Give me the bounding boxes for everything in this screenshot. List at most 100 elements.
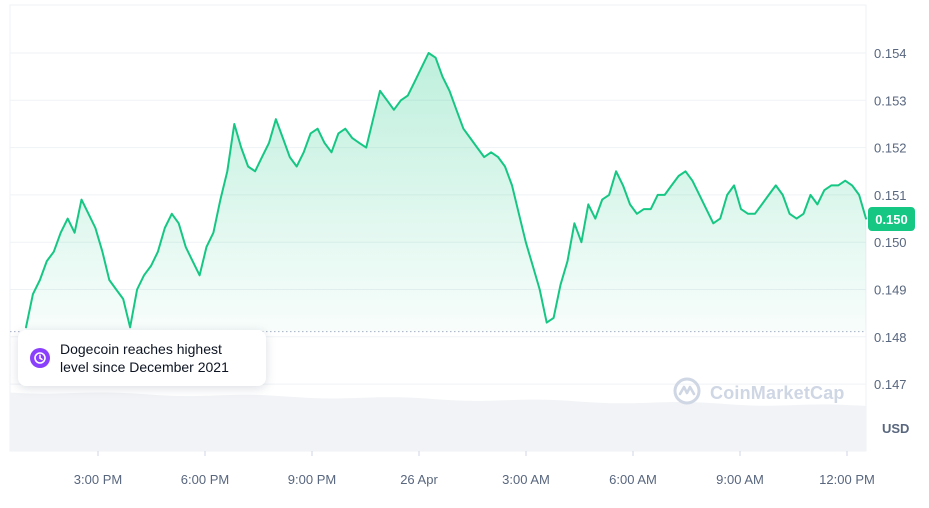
price-point — [192, 260, 194, 262]
price-point — [740, 208, 742, 210]
price-point — [282, 137, 284, 139]
price-line-group — [25, 52, 867, 329]
event-annotation[interactable]: Dogecoin reaches highest level since Dec… — [18, 330, 266, 386]
price-point — [698, 194, 701, 196]
price-point — [32, 293, 34, 295]
price-point — [136, 288, 138, 291]
price-point — [199, 274, 201, 276]
y-tick-label: 0.147 — [874, 377, 907, 392]
price-point — [733, 184, 735, 186]
price-point — [254, 170, 256, 172]
x-tick-label: 3:00 AM — [502, 472, 550, 487]
price-point — [747, 213, 749, 215]
price-point — [317, 128, 319, 130]
x-tick-label: 9:00 AM — [716, 472, 764, 487]
price-point — [678, 175, 680, 177]
price-point — [379, 90, 381, 92]
price-point — [247, 165, 249, 168]
price-point — [823, 189, 825, 191]
price-point — [330, 151, 333, 153]
price-point — [816, 203, 819, 205]
price-area-fill — [26, 53, 866, 332]
price-point — [365, 147, 367, 149]
price-point — [46, 260, 48, 262]
price-point — [573, 222, 576, 224]
price-point — [518, 213, 520, 215]
x-tick-label: 9:00 PM — [288, 472, 336, 487]
price-point — [559, 284, 562, 286]
price-area — [10, 53, 866, 333]
price-point — [511, 184, 513, 186]
price-point — [157, 251, 159, 253]
price-point — [233, 123, 235, 125]
x-tick-label: 12:00 PM — [819, 472, 875, 487]
price-point — [337, 132, 339, 134]
price-point — [539, 288, 541, 291]
price-point — [802, 213, 805, 215]
price-point — [289, 156, 291, 158]
price-point — [490, 151, 492, 153]
price-point — [240, 147, 242, 149]
price-point — [483, 156, 485, 158]
price-point — [636, 213, 638, 215]
price-point — [351, 137, 353, 139]
price-point — [407, 95, 409, 97]
price-point — [74, 232, 76, 234]
price-point — [122, 298, 124, 300]
price-point — [809, 194, 812, 196]
price-point — [664, 194, 666, 196]
x-tick-label: 3:00 PM — [74, 472, 122, 487]
price-point — [462, 128, 464, 130]
price-point — [219, 199, 221, 201]
price-point — [268, 142, 270, 144]
price-point — [87, 213, 90, 215]
price-point — [39, 279, 41, 281]
history-icon — [30, 348, 50, 368]
price-point — [185, 246, 187, 248]
y-tick-label: 0.148 — [874, 330, 907, 345]
y-tick-label: 0.150 — [874, 235, 907, 250]
currency-label: USD — [882, 421, 910, 436]
price-point — [25, 326, 27, 328]
price-point — [67, 218, 69, 220]
price-point — [386, 99, 388, 101]
price-point — [178, 222, 180, 224]
price-point — [476, 147, 478, 149]
price-point — [580, 241, 583, 243]
annotation-text: Dogecoin reaches highest level since Dec… — [60, 341, 229, 375]
price-point — [705, 208, 707, 210]
price-point — [497, 156, 499, 158]
price-point — [726, 194, 728, 196]
price-point — [372, 118, 374, 120]
price-point — [455, 109, 457, 111]
price-point — [504, 165, 506, 168]
price-point — [650, 208, 652, 210]
price-point — [643, 208, 645, 210]
price-point — [296, 165, 298, 168]
price-point — [657, 194, 659, 196]
price-line — [25, 52, 867, 329]
price-point — [358, 142, 360, 144]
price-point — [275, 118, 277, 120]
price-point — [101, 251, 103, 253]
price-point — [851, 184, 853, 186]
price-point — [428, 52, 430, 54]
price-point — [532, 265, 534, 267]
coinmarketcap-logo-icon — [672, 376, 702, 411]
price-point — [435, 57, 437, 59]
price-point — [587, 203, 589, 205]
price-point — [830, 184, 832, 186]
price-point — [400, 99, 402, 101]
price-point — [775, 184, 777, 186]
price-point — [684, 170, 687, 172]
price-point — [837, 184, 839, 186]
price-point — [108, 279, 110, 281]
price-point — [212, 232, 214, 234]
watermark-text: CoinMarketCap — [710, 383, 845, 403]
price-point — [115, 288, 117, 291]
volume-band — [10, 392, 866, 451]
y-axis: 0.154 0.153 0.152 0.151 0.150 0.149 0.148 0.147 — [874, 46, 907, 392]
price-point — [393, 109, 395, 111]
price-point — [344, 128, 346, 130]
price-point — [671, 184, 673, 186]
